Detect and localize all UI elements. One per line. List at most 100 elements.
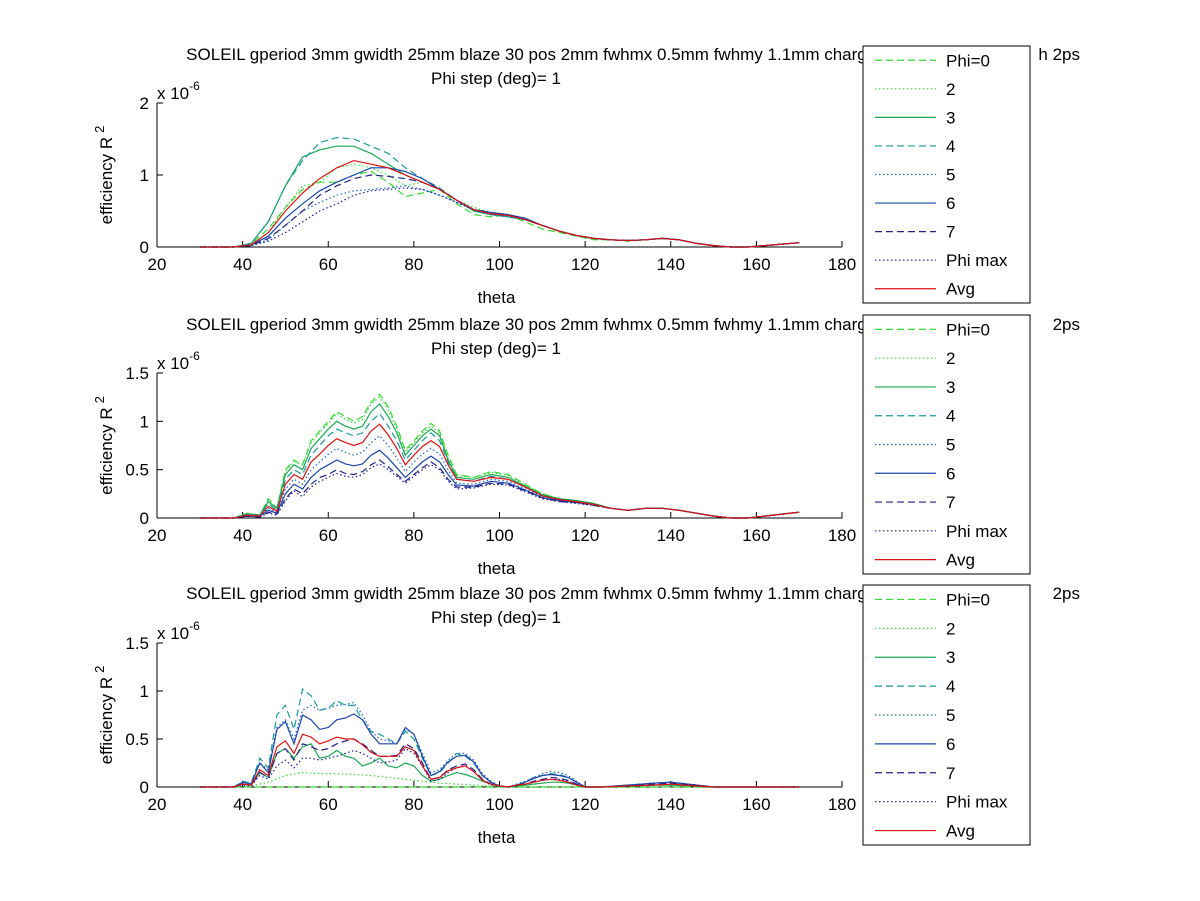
series-line-3 bbox=[199, 743, 800, 788]
series-line-1 bbox=[199, 170, 800, 248]
chart-title: SOLEIL gperiod 3mm gwidth 25mm blaze 30 … bbox=[186, 45, 900, 64]
x-axis-label: theta bbox=[478, 288, 516, 307]
legend-label-7: 7 bbox=[946, 223, 955, 242]
legend-box bbox=[862, 314, 1031, 575]
y-tick-label: 1 bbox=[140, 166, 149, 185]
legend-label-4: 4 bbox=[946, 677, 955, 696]
y-multiplier-base: x 10 bbox=[157, 354, 189, 373]
series-line-9 bbox=[199, 159, 800, 248]
x-tick-label: 80 bbox=[404, 255, 423, 274]
x-tick-label: 120 bbox=[571, 795, 599, 814]
x-tick-label: 40 bbox=[233, 795, 252, 814]
legend-label-6: 6 bbox=[946, 194, 955, 213]
legend-label-6: 6 bbox=[946, 735, 955, 754]
legend: Phi=0 2 3 4 5 6 7 Phi max Avg bbox=[862, 314, 1031, 575]
series-line-5 bbox=[199, 434, 800, 519]
legend-label-7: 7 bbox=[946, 493, 955, 512]
y-axis-label-text: efficiency R bbox=[97, 407, 116, 495]
chart-panel-1: SOLEIL gperiod 3mm gwidth 25mm blaze 30 … bbox=[92, 45, 1080, 307]
series-line-2 bbox=[199, 396, 800, 519]
y-multiplier: x 10-6 bbox=[157, 79, 200, 103]
chart-title-tail: 2ps bbox=[1053, 584, 1080, 603]
legend-label-2: 2 bbox=[946, 619, 955, 638]
y-axis-label: efficiency R 2 bbox=[92, 666, 116, 765]
legend-label-8: Phi max bbox=[946, 793, 1008, 812]
legend-label-1: Phi=0 bbox=[946, 590, 990, 609]
legend-label-1: Phi=0 bbox=[946, 51, 990, 70]
legend-box bbox=[862, 45, 1031, 304]
y-multiplier-base: x 10 bbox=[157, 84, 189, 103]
x-tick-label: 160 bbox=[742, 526, 770, 545]
x-tick-label: 100 bbox=[485, 526, 513, 545]
legend-label-5: 5 bbox=[946, 706, 955, 725]
legend: Phi=0 2 3 4 5 6 7 Phi max Avg bbox=[862, 584, 1031, 846]
y-axis-label-sup: 2 bbox=[92, 666, 107, 673]
y-tick-label: 0 bbox=[140, 509, 149, 528]
y-axis-label-text: efficiency R bbox=[97, 137, 116, 225]
y-tick-label: 0.5 bbox=[125, 461, 149, 480]
legend: Phi=0 2 3 4 5 6 7 Phi max Avg bbox=[862, 45, 1031, 304]
y-axis-label-text: efficiency R bbox=[97, 677, 116, 765]
x-tick-label: 120 bbox=[571, 526, 599, 545]
series-line-2 bbox=[199, 163, 800, 248]
chart-title-tail: h 2ps bbox=[1038, 45, 1080, 64]
x-tick-label: 80 bbox=[404, 795, 423, 814]
series-line-9 bbox=[199, 423, 800, 519]
x-tick-label: 40 bbox=[233, 526, 252, 545]
legend-label-9: Avg bbox=[946, 280, 975, 299]
legend-label-3: 3 bbox=[946, 648, 955, 667]
series-line-4 bbox=[199, 136, 800, 248]
legend-label-5: 5 bbox=[946, 166, 955, 185]
legend-label-4: 4 bbox=[946, 407, 955, 426]
series-line-7 bbox=[199, 174, 800, 248]
x-tick-label: 20 bbox=[148, 526, 167, 545]
chart-subtitle: Phi step (deg)= 1 bbox=[431, 69, 561, 88]
y-tick-label: 1.5 bbox=[125, 364, 149, 383]
series-line-2 bbox=[199, 771, 800, 788]
y-tick-label: 0 bbox=[140, 778, 149, 797]
chart-title: SOLEIL gperiod 3mm gwidth 25mm blaze 30 … bbox=[186, 584, 900, 603]
series-line-1 bbox=[199, 393, 800, 519]
series-line-9 bbox=[199, 733, 800, 788]
x-tick-label: 80 bbox=[404, 526, 423, 545]
x-tick-label: 180 bbox=[828, 255, 856, 274]
x-axis-label: theta bbox=[478, 828, 516, 847]
x-tick-label: 160 bbox=[742, 795, 770, 814]
x-tick-label: 20 bbox=[148, 795, 167, 814]
y-tick-label: 1 bbox=[140, 682, 149, 701]
x-tick-label: 60 bbox=[319, 526, 338, 545]
x-tick-label: 60 bbox=[319, 795, 338, 814]
y-tick-label: 0 bbox=[140, 238, 149, 257]
x-tick-label: 20 bbox=[148, 255, 167, 274]
x-tick-label: 100 bbox=[485, 795, 513, 814]
x-tick-label: 40 bbox=[233, 255, 252, 274]
x-tick-label: 140 bbox=[657, 795, 685, 814]
legend-label-5: 5 bbox=[946, 436, 955, 455]
y-multiplier-base: x 10 bbox=[157, 624, 189, 643]
x-tick-label: 100 bbox=[485, 255, 513, 274]
chart-panel-3: SOLEIL gperiod 3mm gwidth 25mm blaze 30 … bbox=[92, 584, 1080, 847]
x-tick-label: 140 bbox=[657, 526, 685, 545]
y-tick-label: 1 bbox=[140, 412, 149, 431]
x-tick-label: 140 bbox=[657, 255, 685, 274]
x-tick-label: 180 bbox=[828, 526, 856, 545]
x-tick-label: 160 bbox=[742, 255, 770, 274]
y-multiplier-exp: -6 bbox=[189, 619, 200, 633]
legend-label-8: Phi max bbox=[946, 251, 1008, 270]
y-multiplier: x 10-6 bbox=[157, 619, 200, 643]
legend-label-9: Avg bbox=[946, 822, 975, 841]
y-axis-label-sup: 2 bbox=[92, 396, 107, 403]
y-multiplier-exp: -6 bbox=[189, 349, 200, 363]
series-line-4 bbox=[199, 412, 800, 519]
chart-subtitle: Phi step (deg)= 1 bbox=[431, 608, 561, 627]
legend-label-1: Phi=0 bbox=[946, 320, 990, 339]
chart-panel-2: SOLEIL gperiod 3mm gwidth 25mm blaze 30 … bbox=[92, 314, 1080, 578]
y-tick-label: 1.5 bbox=[125, 634, 149, 653]
legend-box bbox=[862, 584, 1031, 846]
legend-label-4: 4 bbox=[946, 137, 955, 156]
series-line-6 bbox=[199, 713, 800, 788]
legend-label-9: Avg bbox=[946, 551, 975, 570]
legend-label-2: 2 bbox=[946, 349, 955, 368]
legend-label-8: Phi max bbox=[946, 522, 1008, 541]
series-line-3 bbox=[199, 402, 800, 519]
